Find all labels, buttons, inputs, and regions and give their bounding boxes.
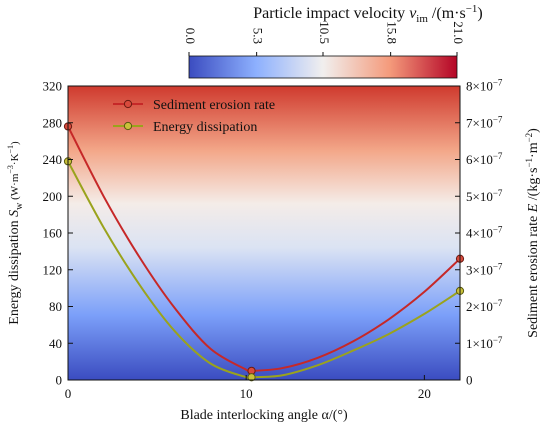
legend: Sediment erosion rate Energy dissipation	[113, 98, 275, 135]
legend-label-erosion: Sediment erosion rate	[153, 98, 275, 113]
colorbar-tick-label: 10.5	[317, 21, 332, 44]
y-left-tick-label: 320	[43, 79, 63, 94]
x-axis-ticks: 0 10 20	[65, 375, 431, 401]
y-right-tick-label: 2×10−7	[466, 298, 503, 314]
x-axis-label: Blade interlocking angle α/(°)	[180, 408, 348, 423]
y-right-tick-label: 5×10−7	[466, 188, 503, 204]
colorbar-tick-label: 5.3	[251, 28, 266, 44]
colorbar: Particle impact velocity vim /(m·s−1) 0.…	[183, 3, 483, 79]
y-left-axis-ticks: 0 40 80 120 160 200 240 280 320	[43, 79, 73, 388]
y-left-tick-label: 280	[43, 115, 63, 130]
y-right-tick-label: 8×10−7	[466, 78, 503, 94]
plot-background	[68, 86, 460, 380]
y-left-tick-label: 80	[49, 299, 62, 314]
x-tick-label: 10	[240, 386, 253, 401]
y-left-axis-label: Energy dissipation Sw (W·m−3·K−1)	[6, 141, 25, 325]
y-left-tick-label: 0	[56, 373, 63, 388]
colorbar-tick-label: 0.0	[183, 28, 198, 44]
y-right-tick-label: 1×10−7	[466, 335, 503, 351]
x-tick-label: 20	[418, 386, 431, 401]
colorbar-tick-label: 15.8	[385, 21, 400, 44]
y-right-tick-label: 0	[466, 373, 473, 388]
y-left-tick-label: 240	[43, 152, 63, 167]
colorbar-title: Particle impact velocity vim /(m·s−1)	[253, 3, 483, 25]
legend-marker-energy	[123, 121, 133, 131]
colorbar-tick-label: 21.0	[451, 21, 466, 44]
y-left-tick-label: 160	[43, 226, 63, 241]
x-tick-label: 0	[65, 386, 72, 401]
colorbar-ticks: 0.0 5.3 10.5 15.8 21.0	[183, 21, 466, 56]
y-right-axis-ticks: 0 1×10−7 2×10−7 3×10−7 4×10−7 5×10−7 6×10−7 7×1…	[455, 78, 503, 388]
legend-marker-erosion	[123, 99, 133, 109]
colorbar-bar	[188, 55, 458, 79]
y-right-tick-label: 6×10−7	[466, 151, 503, 167]
y-left-tick-label: 40	[49, 336, 62, 351]
energy-dissipation-point	[247, 373, 256, 382]
y-right-tick-label: 4×10−7	[466, 225, 503, 241]
y-left-tick-label: 200	[43, 189, 63, 204]
y-right-tick-label: 3×10−7	[466, 261, 503, 277]
y-left-tick-label: 120	[43, 262, 63, 277]
y-right-tick-label: 7×10−7	[466, 114, 503, 130]
y-right-axis-label: Sediment erosion rate E /(kg·s−1·m−2)	[524, 128, 541, 338]
legend-label-energy: Energy dissipation	[153, 120, 257, 135]
